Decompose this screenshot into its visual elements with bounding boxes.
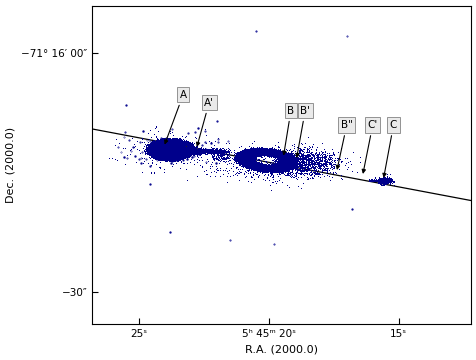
Text: A: A bbox=[164, 90, 186, 144]
Text: C: C bbox=[382, 120, 397, 177]
X-axis label: R.A. (2000.0): R.A. (2000.0) bbox=[245, 345, 317, 355]
Text: C': C' bbox=[361, 120, 377, 173]
Text: B': B' bbox=[295, 105, 309, 157]
Text: B: B bbox=[282, 105, 294, 154]
Text: A': A' bbox=[196, 98, 214, 146]
Text: B": B" bbox=[336, 120, 352, 169]
Y-axis label: Dec. (2000.0): Dec. (2000.0) bbox=[6, 127, 16, 203]
